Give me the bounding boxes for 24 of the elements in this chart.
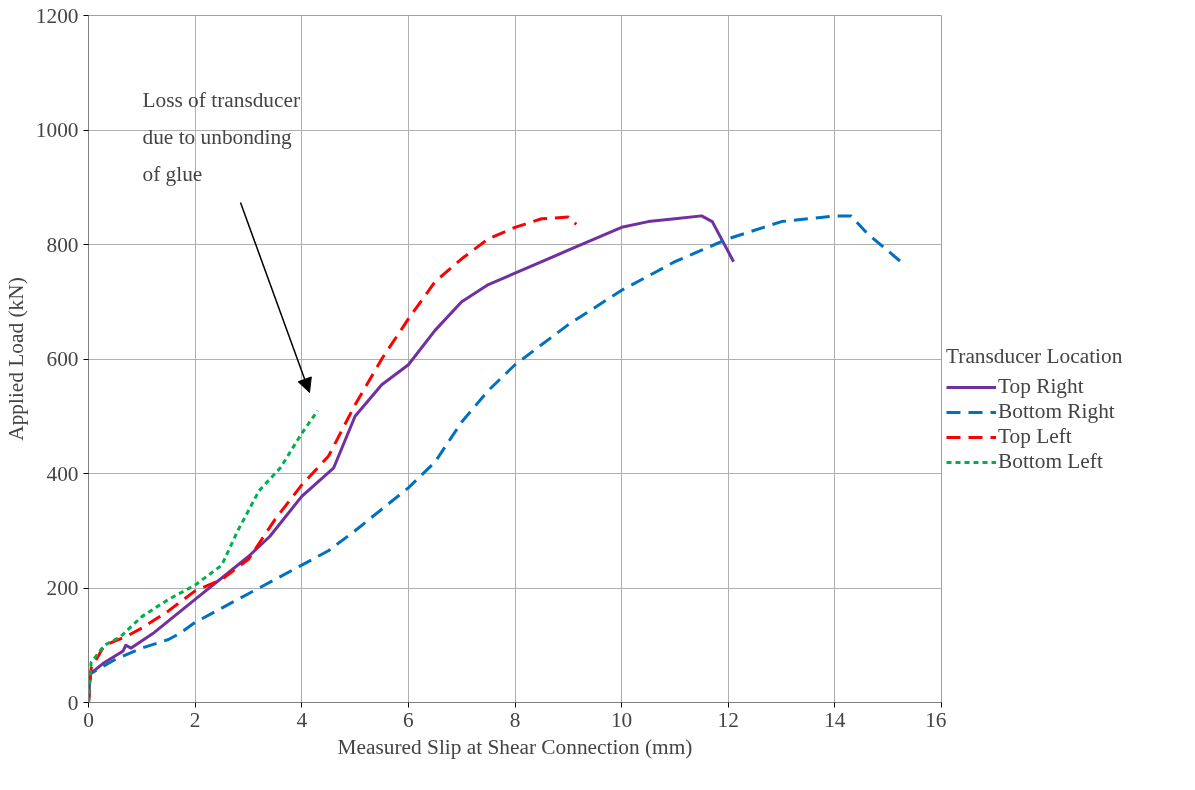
y-axis-title: Applied Load (kN) <box>3 277 28 441</box>
x-axis-title: Measured Slip at Shear Connection (mm) <box>337 734 693 759</box>
annotation: Loss of transducer due to unbonding of glue <box>142 87 301 186</box>
legend-title: Transducer Location <box>946 344 1123 369</box>
y-tick-label: 1200 <box>35 3 79 28</box>
legend-label: Bottom Right <box>998 399 1115 424</box>
line-series <box>88 409 320 703</box>
y-tick-label: 600 <box>46 347 79 371</box>
x-tick-label: 16 <box>925 707 947 732</box>
x-tick-label: 8 <box>509 707 521 732</box>
y-tick-label: 1000 <box>35 118 79 142</box>
legend-label: Top Right <box>998 374 1084 399</box>
y-tick-label: 400 <box>46 461 79 486</box>
x-tick-label: 14 <box>824 707 846 732</box>
x-tick-label: 12 <box>717 707 739 732</box>
y-tick-label: 800 <box>46 232 79 257</box>
legend-label: Top Left <box>998 424 1072 449</box>
x-tick-label: 10 <box>610 707 633 732</box>
x-tick-label: 6 <box>403 707 415 732</box>
y-tick-label: 0 <box>67 690 79 715</box>
legend-label: Bottom Left <box>998 449 1103 474</box>
x-tick-label: 2 <box>189 707 201 732</box>
y-tick-label: 200 <box>46 576 79 600</box>
x-tick-label: 4 <box>296 707 308 732</box>
